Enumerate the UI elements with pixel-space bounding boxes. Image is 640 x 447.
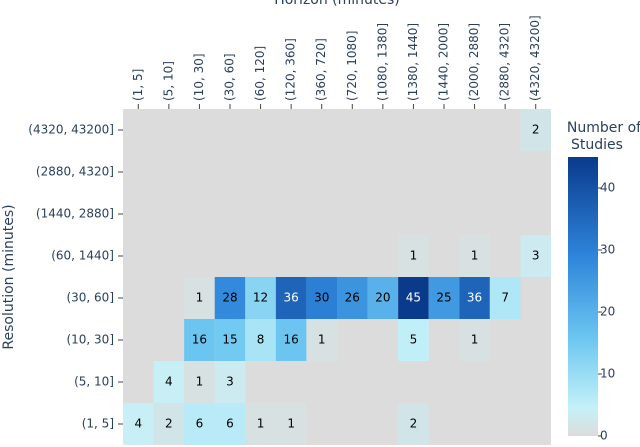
cell-label: 20: [375, 291, 390, 305]
heat-cell: [184, 403, 215, 445]
heat-cell: [306, 277, 337, 319]
heat-cell: [337, 277, 368, 319]
x-tick-label: (2880, 4320]: [498, 23, 512, 101]
x-tick-label: (1440, 2000]: [437, 23, 451, 101]
cell-label: 5: [410, 333, 418, 347]
y-tick-label: (1, 5]: [82, 417, 114, 431]
heat-cell: [214, 361, 246, 403]
cell-label: 2: [165, 417, 173, 431]
colorbar-tick-label: 10: [600, 367, 615, 381]
heat-cell: [459, 319, 490, 361]
heat-cell: [398, 277, 429, 319]
cell-label: 16: [284, 333, 299, 347]
x-tick-label: (720, 1080]: [345, 31, 359, 101]
x-tick-label: (30, 60]: [223, 53, 237, 101]
x-tick-label: (4320, 43200]: [528, 15, 542, 101]
x-tick-label: (60, 120]: [253, 46, 267, 101]
cell-label: 36: [467, 291, 482, 305]
cell-label: 1: [471, 333, 479, 347]
colorbar: [568, 157, 598, 436]
cell-label: 2: [532, 123, 540, 137]
colorbar-tick-label: 40: [600, 181, 615, 195]
cell-label: 15: [222, 333, 237, 347]
cell-label: 7: [501, 291, 509, 305]
cell-label: 6: [196, 417, 204, 431]
y-tick-label: (60, 1440]: [51, 249, 114, 263]
colorbar-title: Number of: [567, 120, 640, 136]
heat-cell: [398, 319, 429, 361]
heat-cell: [184, 319, 215, 361]
heat-cell: [520, 109, 551, 151]
cell-label: 2: [410, 417, 418, 431]
colorbar-title: Studies: [571, 137, 623, 153]
heat-cell: [245, 277, 276, 319]
y-tick-label: (1440, 2880]: [36, 207, 114, 221]
heat-cell: [153, 403, 185, 445]
heat-cell: [398, 235, 429, 277]
cell-label: 1: [318, 333, 326, 347]
heat-cell: [123, 403, 154, 445]
cell-label: 12: [253, 291, 268, 305]
x-tick-label: (1080, 1380]: [375, 23, 389, 101]
x-axis-title: Horizon (minutes): [274, 0, 400, 8]
x-tick-label: (360, 720]: [314, 38, 328, 101]
cell-label: 3: [226, 375, 234, 389]
y-tick-label: (30, 60]: [66, 291, 114, 305]
x-tick-label: (120, 360]: [284, 38, 298, 101]
heat-cell: [428, 277, 460, 319]
heat-cell: [489, 277, 521, 319]
x-tick-label: (2000, 2880]: [467, 23, 481, 101]
cell-label: 28: [222, 291, 237, 305]
cell-label: 26: [345, 291, 360, 305]
heat-cell: [459, 277, 490, 319]
cell-label: 1: [196, 375, 204, 389]
cell-label: 4: [134, 417, 142, 431]
y-axis-title: Resolution (minutes): [1, 204, 17, 349]
cell-label: 1: [410, 249, 418, 263]
x-tick-label: (10, 30]: [192, 53, 206, 101]
cell-label: 1: [196, 291, 204, 305]
heat-cell: [398, 403, 429, 445]
cell-label: 16: [192, 333, 207, 347]
heat-cell: [459, 235, 490, 277]
colorbar-tick-label: 30: [600, 243, 615, 257]
heat-cell: [367, 277, 399, 319]
cell-label: 1: [287, 417, 295, 431]
cell-label: 1: [471, 249, 479, 263]
heat-cell: [214, 277, 246, 319]
x-tick-label: (1, 5]: [131, 69, 145, 101]
heat-cell: [306, 319, 337, 361]
heat-cell: [184, 361, 215, 403]
cell-label: 25: [436, 291, 451, 305]
heat-cell: [520, 235, 551, 277]
colorbar-tick-label: 20: [600, 305, 615, 319]
cell-label: 8: [257, 333, 265, 347]
x-tick-label: (1380, 1440]: [406, 23, 420, 101]
cell-label: 30: [314, 291, 329, 305]
y-tick-label: (10, 30]: [66, 333, 114, 347]
heat-cell: [214, 403, 246, 445]
cell-label: 36: [284, 291, 299, 305]
heat-cell: [153, 361, 185, 403]
heat-cell: [275, 277, 307, 319]
cell-label: 1: [257, 417, 265, 431]
cell-label: 3: [532, 249, 540, 263]
heat-cell: [275, 403, 307, 445]
y-tick-label: (4320, 43200]: [28, 123, 114, 137]
y-tick-label: (5, 10]: [74, 375, 114, 389]
heat-cell: [275, 319, 307, 361]
cell-label: 6: [226, 417, 234, 431]
heat-cell: [214, 319, 246, 361]
colorbar-tick-label: 0: [600, 429, 608, 443]
heat-cell: [245, 319, 276, 361]
x-tick-label: (5, 10]: [161, 61, 175, 101]
y-tick-label: (2880, 4320]: [36, 165, 114, 179]
cell-label: 45: [406, 291, 421, 305]
cell-label: 4: [165, 375, 173, 389]
heat-cell: [184, 277, 215, 319]
heat-cell: [245, 403, 276, 445]
